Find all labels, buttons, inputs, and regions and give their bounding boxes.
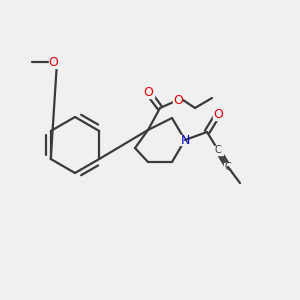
Bar (212, 109, 224, 119)
Bar (214, 146, 223, 154)
Bar (172, 94, 184, 106)
Bar (142, 86, 154, 98)
Text: N: N (180, 134, 190, 146)
Bar (224, 163, 232, 172)
Bar (180, 135, 190, 145)
Text: C: C (225, 162, 231, 172)
Text: O: O (48, 56, 58, 68)
Text: O: O (173, 94, 183, 106)
Text: O: O (143, 85, 153, 98)
Bar (47, 56, 59, 68)
Text: O: O (213, 107, 223, 121)
Text: C: C (214, 145, 221, 155)
